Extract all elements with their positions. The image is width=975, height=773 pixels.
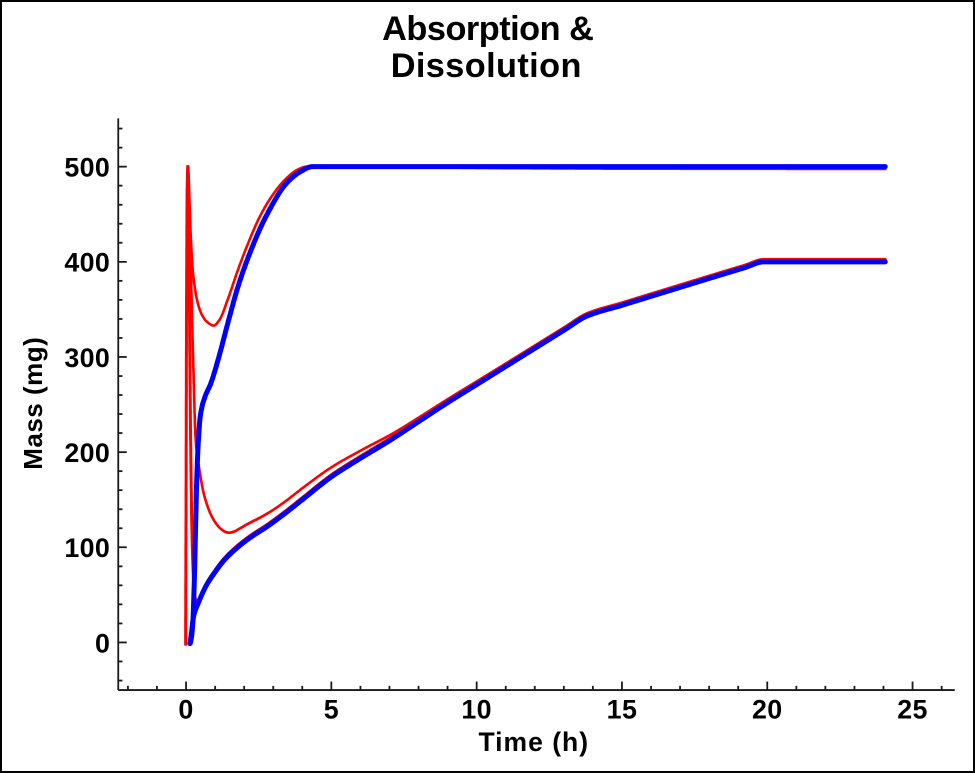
svg-text:15: 15 <box>607 694 638 724</box>
svg-text:25: 25 <box>897 694 928 724</box>
svg-text:500: 500 <box>64 152 110 182</box>
svg-text:200: 200 <box>64 438 110 468</box>
svg-text:20: 20 <box>752 694 783 724</box>
svg-text:Time (h): Time (h) <box>478 727 589 757</box>
svg-text:Mass (mg): Mass (mg) <box>18 337 48 470</box>
svg-text:5: 5 <box>324 694 339 724</box>
svg-text:10: 10 <box>461 694 492 724</box>
svg-text:0: 0 <box>178 694 193 724</box>
svg-text:Dissolution: Dissolution <box>391 47 582 85</box>
svg-text:Absorption &: Absorption & <box>382 10 593 48</box>
svg-text:400: 400 <box>64 248 110 278</box>
svg-text:100: 100 <box>64 533 110 563</box>
svg-text:0: 0 <box>95 628 110 658</box>
svg-text:300: 300 <box>64 343 110 373</box>
